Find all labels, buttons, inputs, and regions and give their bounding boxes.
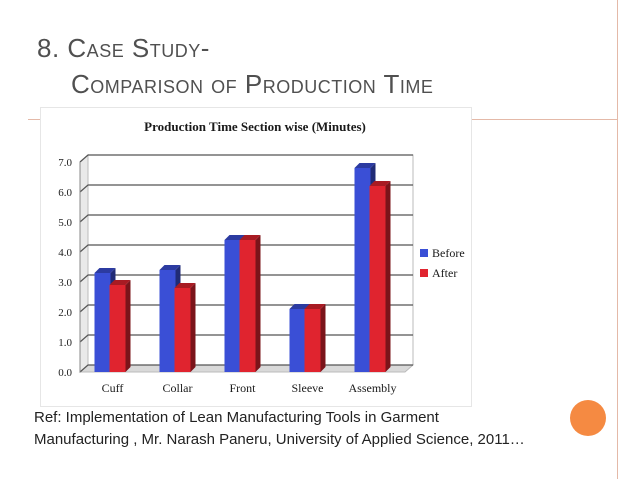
bar-before-assembly	[354, 168, 371, 372]
slide-title-line-1: 8. Case Study-	[37, 33, 210, 63]
bar-top	[289, 304, 311, 309]
bar-side	[190, 283, 196, 372]
bar-after-cuff	[109, 285, 126, 372]
y-tick-label: 7.0	[58, 157, 72, 169]
reference-line-1: Ref: Implementation of Lean Manufacturin…	[34, 409, 439, 426]
x-tick-label: Front	[229, 381, 256, 395]
gridline	[79, 214, 413, 223]
bar-top	[304, 304, 326, 309]
y-tick-label: 3.0	[58, 277, 72, 289]
bar-after-collar	[174, 288, 191, 372]
reference-text: Ref: Implementation of Lean Manufacturin…	[34, 407, 574, 451]
bar-top	[174, 283, 196, 288]
y-tick-label: 1.0	[58, 337, 72, 349]
reference-line-2: Manufacturing , Mr. Narash Paneru, Unive…	[34, 431, 525, 448]
legend-label-before: Before	[432, 246, 465, 260]
bar-top	[354, 163, 376, 168]
bar-top	[109, 280, 131, 285]
chart-side-wall	[79, 153, 89, 374]
y-tick-label: 0.0	[58, 367, 72, 379]
gridline	[79, 184, 413, 193]
x-tick-label: Collar	[163, 381, 193, 395]
bar-top	[94, 268, 116, 273]
y-tick-label: 5.0	[58, 217, 72, 229]
bar-side	[255, 235, 261, 372]
vertical-accent-line	[617, 0, 618, 479]
legend-swatch-before	[420, 249, 428, 257]
decorative-circle	[570, 400, 606, 436]
bar-after-sleeve	[304, 309, 321, 372]
bar-before-cuff	[94, 273, 111, 372]
x-tick-label: Assembly	[349, 381, 397, 395]
bar-top	[224, 235, 246, 240]
bar-after-front	[239, 240, 256, 372]
bar-side	[320, 304, 326, 372]
slide-title: 8. Case Study- Comparison of Production …	[37, 30, 433, 102]
bar-side	[385, 181, 391, 372]
y-tick-label: 2.0	[58, 307, 72, 319]
legend-label-after: After	[432, 266, 457, 280]
bar-top	[159, 265, 181, 270]
gridline	[79, 274, 413, 283]
y-tick-label: 4.0	[58, 247, 72, 259]
legend-swatch-after	[420, 269, 428, 277]
bar-after-assembly	[369, 186, 386, 372]
bar-top	[369, 181, 391, 186]
gridline	[79, 244, 413, 253]
bar-before-front	[224, 240, 241, 372]
bar-top	[239, 235, 261, 240]
x-tick-label: Cuff	[102, 381, 124, 395]
x-tick-label: Sleeve	[292, 381, 324, 395]
slide-title-line-2: Comparison of Production Time	[71, 69, 434, 99]
bar-before-collar	[159, 270, 176, 372]
y-tick-label: 6.0	[58, 187, 72, 199]
chart-title: Production Time Section wise (Minutes)	[144, 119, 366, 134]
bar-before-sleeve	[289, 309, 306, 372]
gridline	[79, 154, 413, 163]
production-time-chart: Production Time Section wise (Minutes) 0.…	[58, 119, 465, 395]
bar-side	[125, 280, 131, 372]
